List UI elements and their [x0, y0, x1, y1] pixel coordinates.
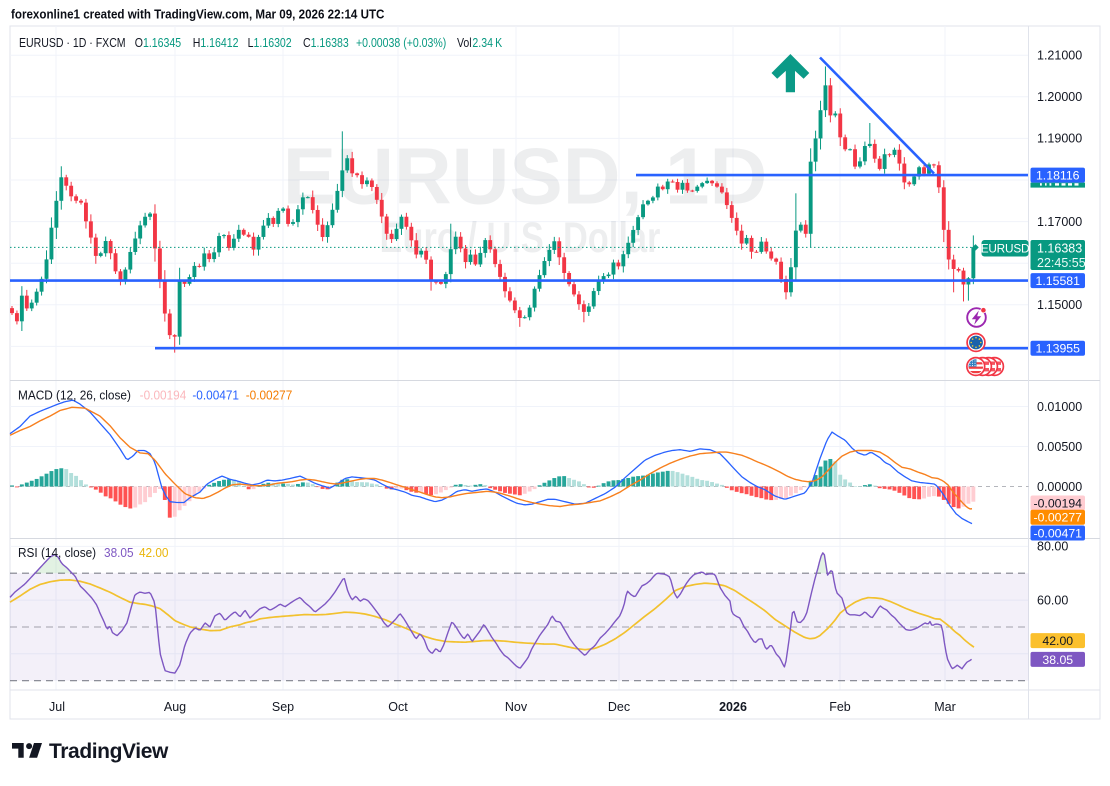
svg-text:EURUSD: EURUSD [981, 242, 1030, 256]
svg-text:forexonline1 created with Trad: forexonline1 created with TradingView.co… [11, 7, 384, 22]
svg-text:-0.00194: -0.00194 [1033, 497, 1082, 511]
svg-text:22:45:55: 22:45:55 [1037, 256, 1086, 270]
svg-text:Euro / U.S. Dollar: Euro / U.S. Dollar [380, 214, 661, 261]
svg-text:0.01000: 0.01000 [1037, 400, 1082, 414]
svg-text:H1.16412: H1.16412 [193, 35, 239, 50]
svg-text:60.00: 60.00 [1037, 593, 1068, 607]
svg-text:1.16383: 1.16383 [1037, 242, 1082, 256]
svg-text:1.15581: 1.15581 [1036, 274, 1081, 288]
svg-text:38.05: 38.05 [1042, 653, 1073, 667]
svg-text:L1.16302: L1.16302 [248, 35, 292, 50]
svg-text:0.00500: 0.00500 [1037, 440, 1082, 454]
svg-text:Nov: Nov [505, 700, 528, 714]
svg-text:Vol2.34 K: Vol2.34 K [457, 35, 502, 50]
svg-text:Oct: Oct [388, 700, 408, 714]
svg-text:-0.00471: -0.00471 [192, 388, 239, 403]
svg-text:1.19000: 1.19000 [1037, 132, 1082, 146]
svg-text:42.00: 42.00 [139, 545, 169, 560]
svg-text:-0.00277: -0.00277 [1033, 511, 1082, 525]
svg-text:1.21000: 1.21000 [1037, 49, 1082, 63]
svg-text:Jul: Jul [49, 700, 65, 714]
svg-text:Mar: Mar [934, 700, 956, 714]
svg-text:TradingView: TradingView [49, 740, 169, 763]
svg-text:42.00: 42.00 [1042, 634, 1073, 648]
svg-text:1.20000: 1.20000 [1037, 90, 1082, 104]
svg-text:Dec: Dec [608, 700, 630, 714]
svg-text:Aug: Aug [164, 700, 186, 714]
svg-text:+0.00038 (+0.03%): +0.00038 (+0.03%) [356, 35, 446, 50]
svg-text:-0.00277: -0.00277 [246, 388, 293, 403]
svg-text:Feb: Feb [829, 700, 851, 714]
svg-text:MACD (12, 26, close): MACD (12, 26, close) [18, 388, 131, 403]
svg-text:C1.16383: C1.16383 [303, 35, 349, 50]
svg-text:38.05: 38.05 [104, 545, 134, 560]
svg-text:-0.00194: -0.00194 [140, 388, 187, 403]
svg-text:RSI (14, close): RSI (14, close) [18, 545, 96, 560]
svg-text:O1.16345: O1.16345 [135, 35, 182, 50]
svg-text:2026: 2026 [719, 700, 747, 714]
svg-text:1.17000: 1.17000 [1037, 215, 1082, 229]
svg-text:Sep: Sep [272, 700, 294, 714]
svg-text:1.18116: 1.18116 [1036, 169, 1080, 183]
svg-text:1.15000: 1.15000 [1037, 298, 1082, 312]
svg-text:80.00: 80.00 [1037, 540, 1068, 554]
svg-text:EURUSD · 1D · FXCM: EURUSD · 1D · FXCM [19, 35, 126, 50]
svg-text:0.00000: 0.00000 [1037, 480, 1082, 494]
svg-text:-0.00471: -0.00471 [1033, 527, 1082, 541]
svg-text:1.13955: 1.13955 [1036, 342, 1081, 356]
